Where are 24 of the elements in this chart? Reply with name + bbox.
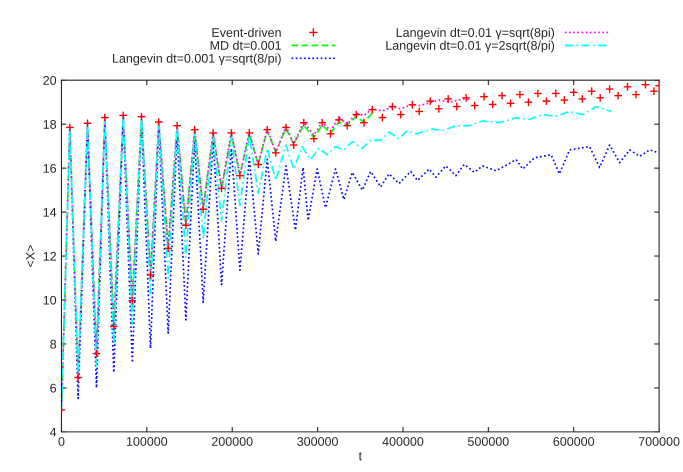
legend-label: Event-driven [212, 28, 281, 37]
x-tick-label: 0 [58, 437, 64, 446]
legend-label: Langevin dt=0.01 γ=sqrt(8pi) [396, 28, 554, 40]
y-tick-label: 6 [50, 384, 56, 393]
x-tick-label: 500000 [468, 437, 509, 446]
x-tick-label: 300000 [297, 437, 338, 446]
y-tick-label: 10 [44, 296, 56, 305]
x-tick-label: 200000 [212, 437, 253, 446]
x-axis-title: t [358, 452, 362, 460]
y-tick-label: 20 [43, 76, 56, 85]
x-tick-label: 400000 [382, 437, 424, 446]
legend-label: Langevin dt=0.001 γ=sqrt(8/pi) [113, 54, 281, 66]
y-tick-label: 4 [50, 428, 56, 436]
x-tick-label: 700000 [638, 437, 680, 446]
y-tick-label: 8 [50, 340, 56, 349]
y-tick-label: 14 [44, 208, 56, 217]
x-tick-label: 100000 [126, 437, 168, 446]
x-tick-label: 600000 [554, 437, 594, 446]
y-tick-label: 16 [44, 164, 56, 173]
legend-label: Langevin dt=0.01 γ=2sqrt(8/pi) [386, 40, 554, 52]
y-axis-title: <X> [26, 245, 35, 267]
y-tick-label: 18 [44, 120, 56, 129]
legend-label: MD dt=0.001 [210, 40, 281, 50]
y-tick-label: 12 [44, 252, 56, 261]
